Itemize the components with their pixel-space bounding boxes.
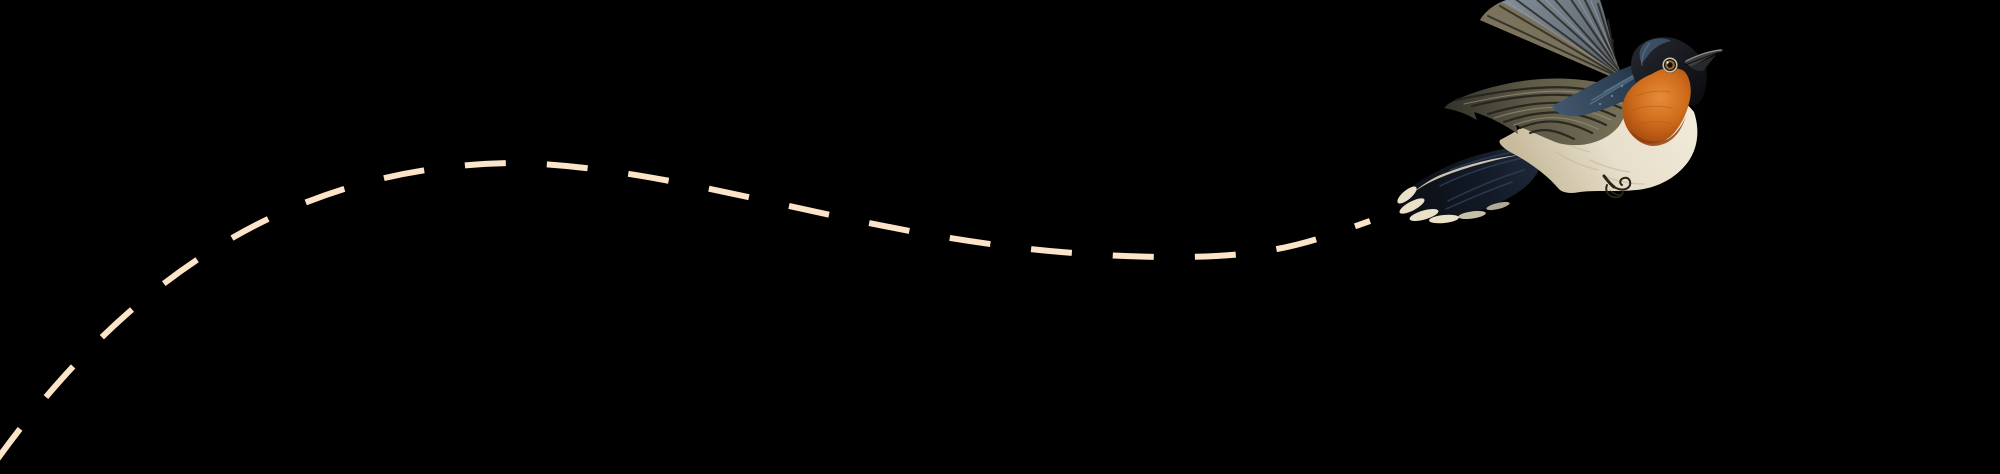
tail-blade bbox=[1397, 143, 1545, 221]
orange-texture bbox=[1635, 90, 1671, 97]
orange-rust-rim bbox=[1630, 116, 1686, 146]
feather-line bbox=[1536, 0, 1623, 77]
feather-line bbox=[1583, 0, 1619, 68]
speckle bbox=[1598, 102, 1602, 106]
body-feather-arc bbox=[1589, 159, 1631, 173]
feather-line bbox=[1487, 15, 1626, 81]
orange-texture bbox=[1631, 105, 1673, 111]
crown-sheen-line bbox=[1641, 42, 1651, 67]
tail-tip bbox=[1458, 211, 1486, 219]
eye-pupil bbox=[1667, 62, 1673, 68]
speckle bbox=[1610, 94, 1614, 98]
foot-toe-curl bbox=[1605, 184, 1624, 199]
body-feather-arc bbox=[1603, 175, 1645, 185]
feather-highlight bbox=[1506, 1, 1625, 79]
feather-line bbox=[1570, 0, 1621, 72]
dashed-flight-path-line bbox=[0, 159, 1372, 461]
far-wing-feather-highlights bbox=[1506, 0, 1625, 79]
wing-highlight bbox=[1513, 117, 1599, 130]
tail-tip bbox=[1399, 198, 1425, 214]
feather-line bbox=[1607, 19, 1615, 56]
eye-ring bbox=[1662, 57, 1678, 73]
tail-tip bbox=[1397, 186, 1417, 204]
orange-texture-lines bbox=[1631, 90, 1673, 125]
feather-line bbox=[1553, 0, 1622, 75]
throat-breast-patch bbox=[1622, 67, 1691, 146]
feather-highlight bbox=[1545, 0, 1623, 76]
eye-highlight bbox=[1666, 61, 1669, 64]
tail-sheen bbox=[1445, 181, 1513, 210]
feather-highlight bbox=[1577, 0, 1620, 70]
feather-highlight bbox=[1590, 0, 1618, 65]
speckle bbox=[1620, 84, 1624, 88]
feather-line bbox=[1499, 5, 1625, 80]
wing-striation bbox=[1518, 120, 1594, 135]
foot-leg bbox=[1602, 174, 1616, 189]
tail-tip bbox=[1409, 209, 1439, 221]
swallow-bird-illustration bbox=[1397, 0, 1723, 224]
foot-highlight bbox=[1609, 189, 1621, 196]
eye bbox=[1662, 57, 1678, 73]
orange-texture bbox=[1637, 121, 1673, 125]
nape-sheen bbox=[1589, 77, 1635, 105]
beak-lower bbox=[1691, 55, 1716, 71]
crown-sheen-patch bbox=[1639, 38, 1671, 64]
body-feather-arc bbox=[1555, 151, 1599, 171]
tail-tip bbox=[1486, 201, 1510, 211]
foot-claw bbox=[1602, 174, 1632, 199]
beak bbox=[1684, 49, 1723, 71]
tail-tip bbox=[1429, 214, 1459, 224]
beak-ridge-highlight bbox=[1685, 49, 1722, 62]
feather-line bbox=[1611, 39, 1614, 47]
beak-gape-line bbox=[1684, 51, 1720, 66]
wing-striation bbox=[1528, 129, 1576, 141]
far-wing-feather-lines bbox=[1487, 0, 1626, 81]
far-wing bbox=[1480, 0, 1628, 87]
tail-white-tips bbox=[1397, 186, 1510, 224]
feather-line bbox=[1515, 0, 1624, 79]
tail-sheen bbox=[1447, 169, 1525, 202]
foot-toe-spiral bbox=[1613, 176, 1632, 191]
